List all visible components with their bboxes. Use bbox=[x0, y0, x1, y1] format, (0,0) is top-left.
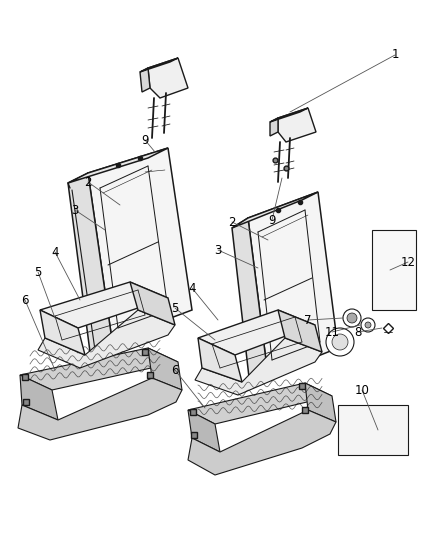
Text: 3: 3 bbox=[71, 204, 79, 216]
Polygon shape bbox=[188, 410, 336, 475]
Polygon shape bbox=[338, 405, 408, 455]
Text: 2: 2 bbox=[84, 175, 92, 189]
Circle shape bbox=[365, 322, 371, 328]
Polygon shape bbox=[278, 310, 322, 352]
Text: 4: 4 bbox=[188, 281, 196, 295]
Polygon shape bbox=[88, 148, 192, 340]
Polygon shape bbox=[232, 218, 268, 386]
Polygon shape bbox=[270, 118, 278, 136]
Text: 10: 10 bbox=[355, 384, 369, 397]
Text: 9: 9 bbox=[268, 214, 276, 227]
Polygon shape bbox=[130, 282, 175, 325]
Circle shape bbox=[347, 313, 357, 323]
Polygon shape bbox=[20, 375, 58, 420]
Polygon shape bbox=[232, 192, 318, 228]
Polygon shape bbox=[68, 148, 168, 183]
Polygon shape bbox=[140, 68, 150, 92]
Polygon shape bbox=[372, 230, 416, 310]
Polygon shape bbox=[305, 383, 336, 422]
Circle shape bbox=[332, 334, 348, 350]
Polygon shape bbox=[38, 310, 175, 368]
Polygon shape bbox=[248, 192, 338, 376]
Polygon shape bbox=[148, 348, 182, 390]
Polygon shape bbox=[198, 338, 242, 382]
Circle shape bbox=[361, 318, 375, 332]
Polygon shape bbox=[40, 282, 168, 328]
Text: 6: 6 bbox=[21, 294, 29, 306]
Text: 6: 6 bbox=[171, 364, 179, 376]
Polygon shape bbox=[40, 310, 85, 355]
Circle shape bbox=[343, 309, 361, 327]
Polygon shape bbox=[140, 58, 178, 72]
Polygon shape bbox=[18, 378, 182, 440]
Text: 4: 4 bbox=[51, 246, 59, 259]
Polygon shape bbox=[195, 338, 322, 395]
Polygon shape bbox=[148, 58, 188, 98]
Text: 9: 9 bbox=[141, 133, 149, 147]
Text: 2: 2 bbox=[228, 215, 236, 229]
Text: 12: 12 bbox=[400, 255, 416, 269]
Polygon shape bbox=[270, 108, 308, 122]
Circle shape bbox=[326, 328, 354, 356]
Polygon shape bbox=[188, 383, 332, 424]
Polygon shape bbox=[20, 348, 178, 390]
Polygon shape bbox=[68, 173, 112, 352]
Text: 5: 5 bbox=[171, 302, 179, 314]
Text: 5: 5 bbox=[34, 265, 42, 279]
Text: 11: 11 bbox=[325, 326, 339, 338]
Polygon shape bbox=[278, 108, 316, 142]
Text: 8: 8 bbox=[354, 326, 362, 338]
Polygon shape bbox=[188, 410, 220, 452]
Text: 1: 1 bbox=[391, 49, 399, 61]
Text: 3: 3 bbox=[214, 244, 222, 256]
Text: 7: 7 bbox=[304, 313, 312, 327]
Polygon shape bbox=[198, 310, 315, 355]
